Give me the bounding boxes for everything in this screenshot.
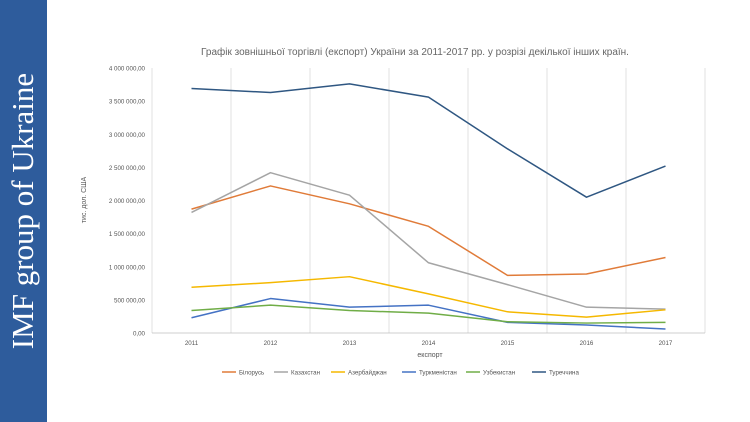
legend-label: Туреччина [549,370,579,377]
x-tick-label: 2014 [422,340,436,347]
x-axis: 2011 2012 2013 2014 2015 2016 2017 [152,332,705,347]
series-line-1 [191,171,666,310]
x-tick-label: 2012 [264,340,278,347]
series-line-5 [191,83,666,198]
legend-label: Азербайджан [348,370,387,377]
x-tick-label: 2013 [343,340,357,347]
series-line-0 [191,185,666,277]
series-line-2 [191,275,666,318]
chart-title: Графік зовнішньої торгівлі (експорт) Укр… [201,47,629,58]
x-axis-label: експорт [417,352,443,359]
legend: Білорусь Казахстан Азербайджан Туркменістан… [222,370,579,377]
y-tick-label: 2 500 000,00 [109,165,146,172]
legend-label: Білорусь [239,370,264,377]
series-lines [191,83,666,330]
legend-label: Туркменістан [419,370,457,377]
legend-label: Казахстан [291,370,320,377]
x-tick-label: 2017 [659,340,673,347]
y-tick-label: 4 000 000,00 [109,66,146,73]
y-tick-label: 1 500 000,00 [109,231,146,238]
legend-label: Узбекистан [483,370,515,377]
y-tick-label: 0,00 [133,331,146,338]
series-line-3 [191,297,666,330]
grid-lines [151,68,706,333]
y-tick-label: 500 000,00 [114,297,146,304]
x-tick-label: 2011 [185,340,199,347]
x-tick-label: 2016 [580,340,594,347]
series-line-4 [191,304,666,324]
y-tick-label: 3 000 000,00 [109,132,146,139]
y-tick-label: 2 000 000,00 [109,198,146,205]
x-tick-label: 2015 [501,340,515,347]
sidebar: IMF group of Ukraine [0,0,47,422]
y-axis-label: тис. дол. США [81,176,88,223]
y-tick-label: 1 000 000,00 [109,264,146,271]
y-tick-label: 3 500 000,00 [109,99,146,106]
y-axis: 0,00 500 000,00 1 000 000,00 1 500 000,00 2 … [109,66,146,338]
